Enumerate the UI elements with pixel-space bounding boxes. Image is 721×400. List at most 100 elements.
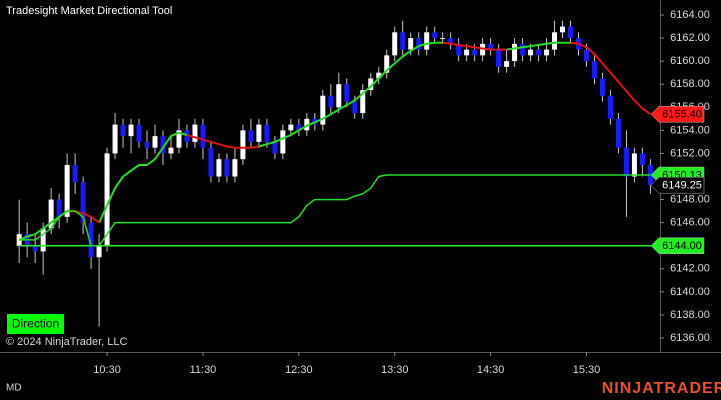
candle-body — [528, 49, 534, 56]
indicator-line — [18, 41, 571, 241]
candle-body — [440, 38, 446, 40]
candle-body — [296, 124, 302, 131]
candle-body — [352, 101, 358, 114]
candle-body — [104, 153, 110, 246]
candle-body — [520, 43, 526, 56]
candle-body — [208, 147, 214, 177]
candle-body — [32, 245, 38, 252]
candle-body — [432, 32, 438, 39]
candle-body — [408, 38, 414, 50]
candle-body — [248, 130, 254, 142]
candle-body — [400, 32, 406, 50]
candle-body — [72, 164, 78, 183]
x-tick-label: 11:30 — [190, 364, 217, 376]
candle-body — [496, 49, 502, 67]
y-tick-label: 6142.00 — [670, 263, 710, 275]
candle-body — [304, 118, 310, 131]
candle-body — [160, 136, 166, 154]
candle-body — [568, 26, 574, 39]
candle-body — [504, 61, 510, 67]
x-tick-label: 10:30 — [93, 364, 121, 376]
y-tick-label: 6146.00 — [670, 217, 710, 229]
x-tick-label: 12:30 — [285, 364, 313, 376]
candle-body — [328, 95, 334, 108]
candle-body — [128, 124, 134, 137]
y-tick-label: 6148.00 — [670, 193, 710, 205]
candle-body — [560, 26, 566, 33]
y-tick-label: 6152.00 — [670, 147, 710, 159]
candle-body — [384, 55, 390, 73]
candle-body — [224, 159, 230, 177]
candle-body — [424, 32, 430, 50]
y-tick-label: 6140.00 — [670, 286, 710, 298]
indicator-line — [67, 41, 651, 224]
candle-body — [112, 124, 118, 154]
candle-body — [240, 130, 246, 160]
candle-body — [536, 49, 542, 56]
instrument: MD — [6, 383, 22, 394]
candle-body — [168, 147, 174, 154]
brand-logo: NINJATRADER — [602, 380, 721, 397]
candle-body — [591, 61, 597, 79]
candle-body — [232, 159, 238, 177]
candle-body — [344, 84, 350, 102]
candle-body — [136, 124, 142, 142]
price-tag — [650, 237, 705, 254]
y-tick-label: 6136.00 — [670, 332, 710, 344]
candle-body — [631, 153, 637, 177]
price-tag — [650, 105, 705, 123]
x-tick-label: 14:30 — [477, 364, 505, 376]
candle-body — [48, 199, 54, 229]
candle-body — [448, 38, 454, 44]
direction-button[interactable] — [7, 314, 64, 334]
y-tick-label: 6162.00 — [670, 32, 710, 44]
candle-body — [599, 78, 605, 96]
candle-body — [472, 49, 478, 56]
candle-body — [40, 228, 46, 252]
candle-body — [583, 49, 589, 62]
y-tick-label: 6158.00 — [670, 78, 710, 90]
candle-body — [360, 89, 366, 114]
candle-body — [256, 124, 262, 142]
candle-body — [216, 159, 222, 177]
candle-body — [416, 38, 422, 50]
candle-body — [88, 222, 94, 258]
candle-body — [192, 124, 198, 142]
candle-body — [200, 124, 206, 148]
candle-body — [272, 141, 278, 154]
candle-body — [120, 124, 126, 137]
candle-body — [376, 72, 382, 79]
candle-body — [552, 32, 558, 50]
y-tick-label: 6154.00 — [670, 124, 710, 136]
candle-body — [144, 141, 150, 148]
price-tag-label: 6149.25 — [662, 180, 702, 192]
price-tag-label: 6155.40 — [662, 109, 702, 121]
candle-body — [368, 78, 374, 90]
candle-body — [280, 130, 286, 154]
candle-body — [639, 153, 645, 165]
direction-button-label[interactable]: Direction — [12, 317, 59, 331]
candle-body — [184, 130, 190, 142]
candle-body — [456, 43, 462, 56]
candle-body — [647, 164, 653, 186]
y-tick-label: 6160.00 — [670, 55, 710, 67]
candle-body — [152, 136, 158, 148]
candle-body — [96, 245, 102, 258]
copyright: © 2024 NinjaTrader, LLC — [6, 336, 127, 348]
candle-body — [288, 124, 294, 131]
candle-body — [488, 43, 494, 50]
candle-body — [16, 234, 22, 246]
candle-body — [615, 118, 621, 148]
candle-body — [607, 95, 613, 119]
candle-body — [623, 147, 629, 177]
candle-body — [512, 43, 518, 62]
y-tick-label: 6138.00 — [670, 309, 710, 321]
candle-body — [544, 49, 550, 56]
x-tick-label: 15:30 — [573, 364, 601, 376]
candle-body — [464, 49, 470, 56]
indicator-line — [19, 174, 651, 247]
candle-body — [392, 32, 398, 56]
